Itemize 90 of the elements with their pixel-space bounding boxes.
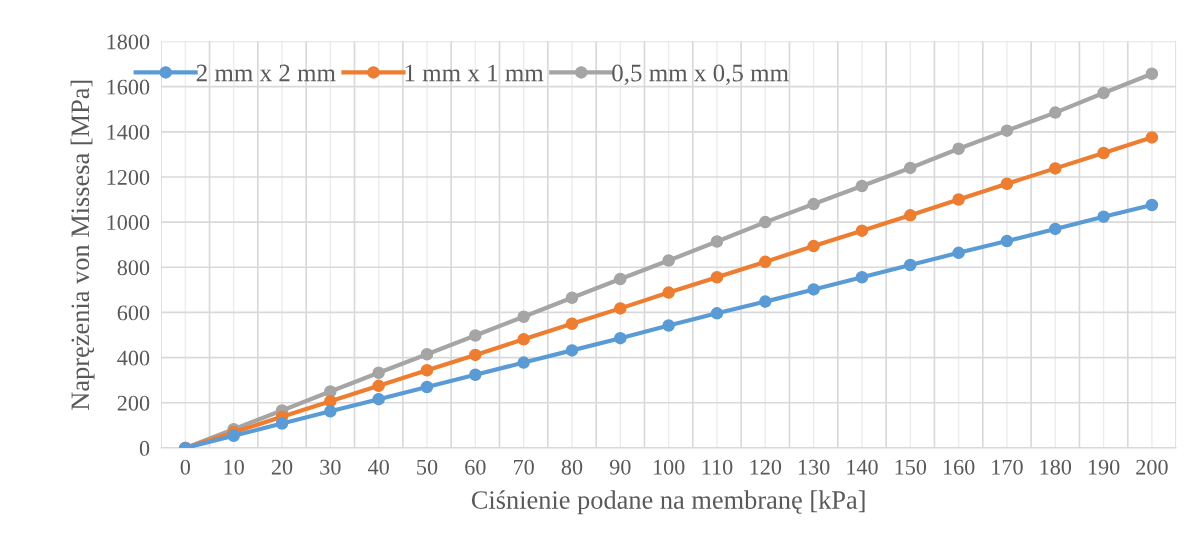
point — [517, 356, 530, 369]
point — [807, 283, 820, 296]
point — [469, 368, 482, 382]
point — [710, 307, 724, 320]
point — [662, 319, 675, 332]
x-tick-label: 150 — [895, 459, 927, 475]
x-tick-label: 40 — [367, 459, 389, 475]
point — [759, 215, 772, 229]
point — [904, 161, 917, 175]
x-tick-label: 10 — [224, 459, 244, 475]
point — [517, 310, 530, 323]
x-tick-label: 50 — [417, 459, 438, 475]
point — [662, 286, 675, 299]
point — [420, 380, 434, 394]
x-tick-label: 80 — [561, 459, 583, 475]
x-tick-label: 70 — [514, 459, 534, 475]
point — [614, 302, 627, 315]
point — [517, 333, 530, 346]
x-axis-title: Ciśnienie podane na membranę [kPa] — [471, 490, 865, 515]
y-tick-label: 1600 — [107, 79, 150, 95]
y-tick-label: 1800 — [107, 34, 150, 50]
point — [952, 142, 965, 155]
y-tick-label: 600 — [117, 305, 150, 321]
point — [1000, 124, 1014, 137]
y-tick-label: 800 — [117, 260, 150, 276]
legend-label: 0,5 mm x 0,5 mm — [612, 64, 789, 86]
point — [759, 295, 772, 308]
point — [855, 270, 869, 284]
point — [855, 224, 869, 237]
x-tick-label: 130 — [798, 459, 830, 475]
point — [275, 417, 289, 430]
x-tick-label: 110 — [702, 459, 733, 475]
point — [855, 179, 869, 193]
y-tick-label: 1000 — [107, 215, 150, 231]
x-tick-label: 140 — [847, 459, 878, 475]
point — [372, 379, 385, 393]
point — [565, 317, 579, 330]
point — [469, 329, 482, 342]
point — [1145, 67, 1159, 81]
point — [565, 291, 579, 305]
point — [759, 255, 772, 269]
point — [952, 246, 965, 260]
point — [1000, 234, 1014, 248]
point — [904, 258, 917, 272]
x-tick-label: 100 — [653, 459, 685, 475]
point — [710, 270, 724, 284]
x-tick-label: 180 — [1040, 459, 1072, 475]
point — [614, 331, 627, 345]
point — [807, 239, 820, 253]
point — [469, 348, 482, 362]
point — [372, 366, 385, 379]
x-tick-label: 20 — [271, 459, 293, 475]
legend-label: 1 mm x 1 mm — [405, 64, 544, 82]
point — [1097, 146, 1110, 160]
point — [1000, 177, 1014, 190]
y-axis-title: Naprężenia von Missesa [MPa] — [70, 80, 95, 410]
x-tick-label: 0 — [180, 459, 191, 475]
point — [1097, 210, 1110, 223]
point — [710, 235, 724, 248]
x-tick-label: 120 — [750, 459, 782, 475]
point — [1145, 198, 1159, 212]
point — [1049, 106, 1062, 119]
y-tick-label: 0 — [139, 440, 150, 456]
point — [1049, 222, 1062, 236]
x-tick-label: 190 — [1088, 459, 1120, 475]
point — [1097, 86, 1110, 100]
point — [614, 272, 627, 286]
x-tick-label: 60 — [465, 459, 486, 475]
point — [662, 254, 675, 267]
point — [1049, 162, 1062, 175]
legend-label: 2 mm x 2 mm — [196, 64, 336, 82]
y-tick-label: 1200 — [107, 169, 150, 185]
point — [324, 394, 337, 408]
point — [420, 364, 434, 377]
x-tick-label: 200 — [1136, 459, 1168, 475]
point — [1145, 131, 1159, 144]
y-tick-label: 1400 — [107, 124, 150, 140]
x-tick-label: 30 — [320, 459, 341, 475]
x-tick-label: 170 — [992, 459, 1023, 475]
point — [420, 347, 434, 361]
y-tick-label: 200 — [117, 395, 150, 411]
point — [904, 209, 917, 222]
point — [324, 405, 337, 418]
point — [372, 392, 385, 406]
x-tick-label: 90 — [609, 459, 631, 475]
y-tick-label: 400 — [117, 350, 150, 366]
point — [807, 197, 820, 211]
point — [565, 344, 579, 357]
point — [952, 193, 965, 206]
x-tick-label: 160 — [943, 459, 975, 475]
